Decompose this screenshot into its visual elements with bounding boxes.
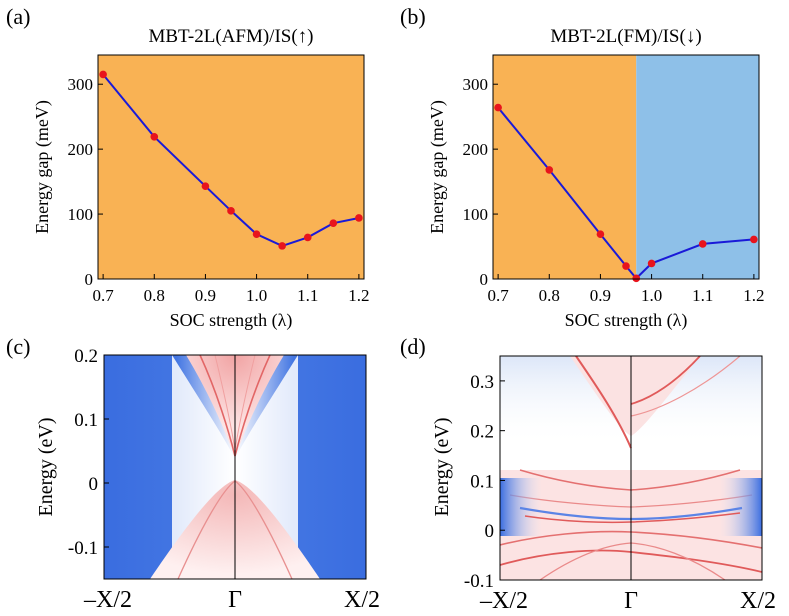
panel-a-frame: [97, 54, 365, 280]
panel-a-xtick-label-2: 0.9: [195, 286, 216, 305]
panel-a-yticks: 0 100 200 300: [68, 75, 103, 289]
panel-a-xlabel: SOC strength (λ): [170, 310, 293, 331]
panel-a-regions: [98, 55, 364, 279]
panel-d-ytick-label-3: 0.2: [470, 422, 494, 443]
panel-a-point-8: [355, 214, 363, 222]
panel-b-chart: MBT-2L(FM)/IS(↓) 0.7 0.8 0.9 1.0 1.1 1.2 0 100…: [427, 26, 765, 331]
panel-a-point-1: [150, 133, 159, 141]
panel-c-frame: [103, 354, 367, 580]
panel-c-xtick-label-2: X/2: [344, 587, 380, 613]
panel-d-yticks: -0.1 0 0.1 0.2 0.3: [464, 372, 505, 592]
panel-b-point-4: [632, 274, 641, 283]
panel-c-ytick-label-1: 0: [89, 474, 99, 495]
panel-d-right-blue-patch: [720, 478, 762, 536]
panel-d-xtick-label-1: Γ: [624, 588, 638, 614]
panel-a-point-7: [329, 219, 338, 227]
panel-c-ytick-label-2: 0.1: [74, 410, 98, 431]
panel-d-ylabel: Energy (eV): [431, 417, 453, 516]
panel-a-ylabel: Energy gap (meV): [32, 100, 53, 234]
panel-c-ytick-label-3: 0.2: [74, 346, 98, 367]
panel-b-ytick-label-0: 0: [480, 270, 489, 289]
panel-d-band-2: [630, 356, 701, 405]
panel-d-band-3: [630, 356, 741, 417]
panel-b-title: MBT-2L(FM)/IS(↓): [550, 26, 701, 47]
panel-b-point-2: [596, 230, 605, 238]
panel-b-ytick-label-2: 200: [463, 140, 489, 159]
panel-b-point-0: [494, 103, 502, 112]
panel-a-ytick-label-3: 300: [68, 75, 94, 94]
panel-a-ytick-label-2: 200: [68, 140, 94, 159]
panel-b-xtick-label-1: 0.8: [539, 286, 560, 305]
panel-label-d: (d): [400, 334, 426, 359]
panel-a-point-3: [227, 207, 235, 215]
panel-d-ytick-label-2: 0.1: [470, 471, 494, 492]
panel-c-cone-edge-right: [234, 355, 271, 457]
panel-d-ytick-label-4: 0.3: [470, 372, 494, 393]
panel-b-point-7: [750, 235, 758, 244]
panel-b-xtick-label-3: 1.0: [641, 286, 662, 305]
panel-b-series: [494, 103, 758, 283]
panel-d-xtick-label-2: X/2: [740, 588, 776, 614]
panel-a-xtick-label-1: 0.8: [144, 286, 165, 305]
panel-c-ytick-label-0: -0.1: [68, 538, 98, 559]
panel-d-ytick-label-1: 0: [485, 521, 495, 542]
panel-d-band-1: [575, 356, 632, 449]
panel-a-point-2: [201, 182, 210, 190]
panel-b-point-6: [698, 240, 707, 248]
panel-b-xtick-label-5: 1.2: [743, 286, 764, 305]
panel-b-xtick-label-2: 0.9: [590, 286, 611, 305]
panel-b-regions: [493, 55, 759, 279]
panel-b-frame: [492, 54, 760, 280]
panel-c-cone-inner-right: [234, 355, 256, 451]
panel-a-point-5: [278, 242, 286, 250]
panel-b-series-line: [497, 106, 754, 280]
panel-a-ytick-label-0: 0: [85, 270, 94, 289]
panel-b-xlabel: SOC strength (λ): [565, 310, 688, 331]
panel-a-xtick-label-4: 1.1: [297, 286, 318, 305]
panel-c-cone-edge-left: [199, 355, 236, 457]
panel-d-xtick-label-0: –X/2: [479, 588, 528, 614]
panel-b-ylabel: Energy gap (meV): [427, 100, 448, 234]
panel-c-xtick-label-1: Γ: [228, 587, 242, 613]
panel-d-ytick-label-0: -0.1: [464, 571, 494, 592]
panel-c-yticks: -0.1 0 0.1 0.2: [68, 346, 109, 559]
panel-a-chart: MBT-2L(AFM)/IS(↑) 0.7 0.8 0.9 1.0 1.1 1.2 0 10…: [32, 26, 370, 331]
panel-d-upper-pink-cone: [570, 356, 700, 436]
panel-label-c: (c): [6, 334, 30, 359]
panel-b-ytick-label-3: 300: [463, 75, 489, 94]
panel-b-point-3: [622, 262, 630, 270]
panel-d-chart: -0.1 0 0.1 0.2 0.3 –X/2 Γ X/2 Energy (eV): [431, 355, 776, 614]
panel-a-point-4: [252, 230, 261, 238]
panel-a-xtick-label-0: 0.7: [92, 286, 114, 305]
panel-c-xtick-label-0: –X/2: [83, 587, 132, 613]
panel-d-xticks: –X/2 Γ X/2: [479, 588, 776, 614]
panel-a-xtick-label-3: 1.0: [246, 286, 267, 305]
panel-b-point-1: [545, 166, 554, 174]
panel-b-point-5: [647, 259, 656, 268]
panel-c-ylabel: Energy (eV): [35, 417, 57, 516]
panel-b-xticks: 0.7 0.8 0.9 1.0 1.1 1.2: [487, 274, 765, 305]
panel-b-ytick-label-1: 100: [463, 205, 489, 224]
panel-c-cone-inner-left: [214, 355, 236, 451]
panel-a-region-0: [98, 55, 364, 279]
panel-label-a: (a): [6, 4, 30, 29]
panel-label-b: (b): [400, 4, 426, 29]
panel-a-point-0: [99, 70, 107, 79]
panel-a-series: [99, 70, 363, 250]
panel-d-frame: [499, 355, 763, 581]
panel-d-left-blue-patch: [500, 478, 542, 536]
panel-c-chart: -0.1 0 0.1 0.2 –X/2 Γ X/2 Energy (eV): [35, 346, 380, 613]
panel-c-xticks: –X/2 Γ X/2: [83, 587, 380, 613]
panel-a-xticks: 0.7 0.8 0.9 1.0 1.1 1.2: [92, 274, 370, 305]
panel-b-xtick-label-4: 1.1: [692, 286, 713, 305]
panel-b-yticks: 0 100 200 300: [463, 75, 498, 289]
panel-b-xtick-label-0: 0.7: [487, 286, 509, 305]
panel-a-ytick-label-1: 100: [68, 205, 94, 224]
panel-a-title: MBT-2L(AFM)/IS(↑): [148, 26, 313, 47]
panel-a-point-6: [303, 233, 312, 242]
panel-b-region-0: [493, 55, 637, 279]
panel-a-xtick-label-5: 1.2: [348, 286, 369, 305]
